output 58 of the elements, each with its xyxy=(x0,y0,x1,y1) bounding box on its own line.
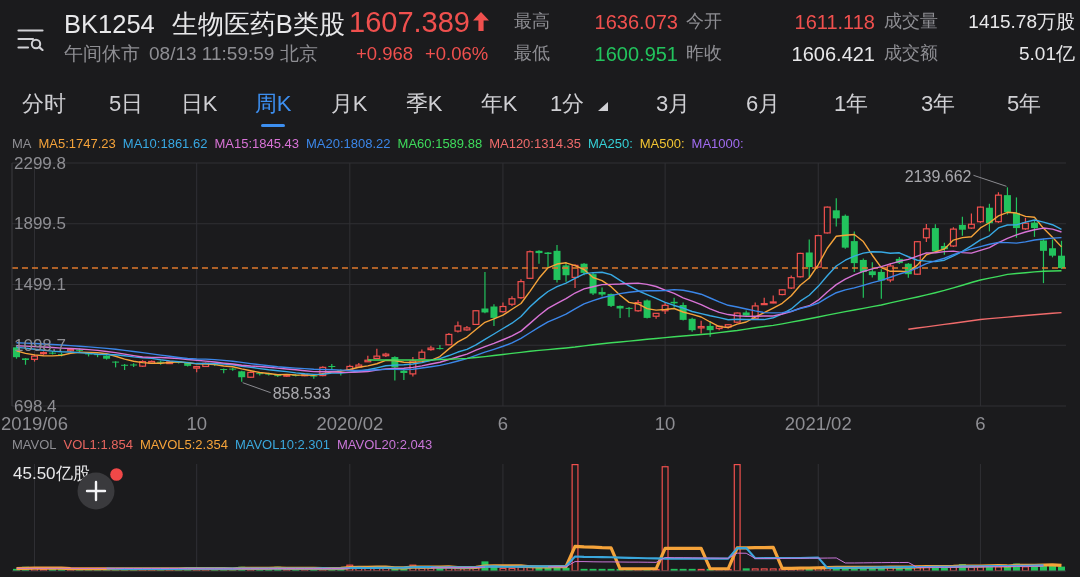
text: MA60:1589.88 xyxy=(397,136,483,152)
text: 5.01亿 xyxy=(1019,42,1075,66)
text: MAVOL10:2.301 xyxy=(234,437,331,453)
text: MAVOL20:2.043 xyxy=(337,437,433,453)
text: +0.06% xyxy=(425,42,489,66)
text: MA15:1845.43 xyxy=(214,136,299,152)
text: 季K xyxy=(405,90,443,118)
text: 1606.421 xyxy=(791,42,875,66)
text: BK1254 生物医药B类股 xyxy=(64,9,345,39)
text: MA20:1808.22 xyxy=(306,136,391,152)
text: 3年 xyxy=(920,90,956,118)
text: 1415.78万股 xyxy=(968,10,1075,34)
text: 08/13 11:59:59 北京 xyxy=(149,42,318,66)
annotation: 2139.662 xyxy=(904,167,972,185)
text: 1分 xyxy=(549,90,585,118)
x-tick-label: 6 xyxy=(497,412,509,434)
text: 日K xyxy=(180,90,218,118)
text: 午间休市 xyxy=(64,42,140,66)
text: MA10:1861.62 xyxy=(122,136,208,152)
x-tick-label: 2021/02 xyxy=(784,412,852,434)
text: 1636.073 xyxy=(594,10,678,34)
y-tick-label: 1098.7 xyxy=(14,335,66,355)
legend-title: MAVOL xyxy=(12,437,57,453)
text: 1611.118 xyxy=(794,10,875,34)
x-tick-label: 6 xyxy=(975,412,986,434)
text: MAVOL5:2.354 xyxy=(139,437,228,453)
text: 1607.389 xyxy=(349,4,470,40)
text: 成交额 xyxy=(884,43,938,65)
text: 今开 xyxy=(686,11,722,33)
annotation: 858.533 xyxy=(272,385,331,403)
y-tick-label: 1899.5 xyxy=(14,214,66,234)
text: 分时 xyxy=(22,90,66,118)
text: VOL1:1.854 xyxy=(63,437,133,453)
text: 月K xyxy=(330,90,368,118)
legend-label: MA500: xyxy=(639,136,685,152)
text: +0.968 xyxy=(356,42,414,66)
text: 昨收 xyxy=(686,43,722,65)
y-tick-label: 2299.8 xyxy=(14,153,66,173)
text: 5日 xyxy=(108,90,144,118)
x-tick-label: 2020/02 xyxy=(316,412,384,434)
text: 年K xyxy=(480,90,518,118)
text: 1年 xyxy=(833,90,869,118)
legend-title: MA xyxy=(12,136,32,152)
text: MA120:1314.35 xyxy=(489,136,581,152)
text: 3月 xyxy=(655,90,691,118)
legend-label: MA1000: xyxy=(691,136,744,152)
x-tick-label: 10 xyxy=(186,412,207,434)
text: 最高 xyxy=(514,11,550,33)
text: MA5:1747.23 xyxy=(38,136,116,152)
y-tick-label: 1499.1 xyxy=(14,275,66,294)
x-tick-label: 10 xyxy=(654,412,676,434)
text: 周K xyxy=(254,90,292,118)
text: 成交量 xyxy=(884,11,938,33)
text: 5年 xyxy=(1006,90,1042,118)
legend-label: MA250: xyxy=(587,136,633,152)
text: 1600.951 xyxy=(594,42,678,66)
text: 最低 xyxy=(514,43,550,65)
text: 6月 xyxy=(745,90,781,118)
